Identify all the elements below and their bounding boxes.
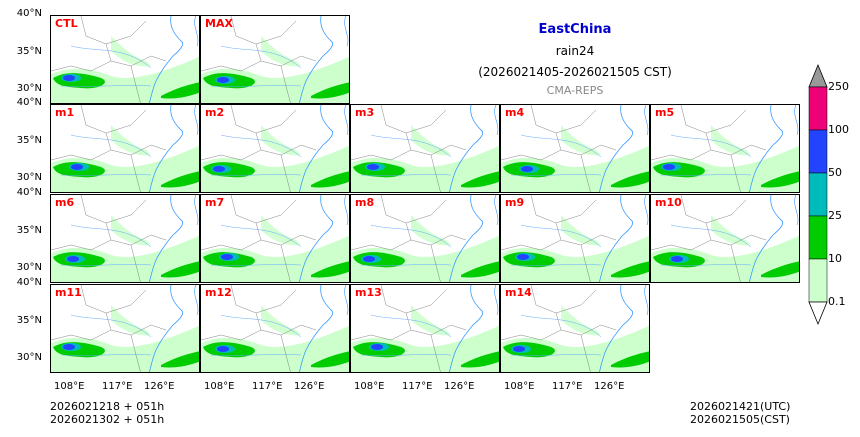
- lon-tick-label: 108°E: [204, 381, 235, 392]
- colorbar-segment: [808, 258, 828, 303]
- panel-m4: m4: [500, 104, 650, 193]
- lon-tick-label: 117°E: [402, 381, 433, 392]
- panel-m12: m12: [200, 284, 350, 373]
- rain-map: [51, 105, 199, 192]
- panel-label: m14: [505, 286, 532, 299]
- panel-label: m8: [355, 196, 375, 209]
- period-title: (2026021405-2026021505 CST): [478, 65, 672, 79]
- panel-m6: m6: [50, 194, 200, 283]
- rain-map: [651, 105, 799, 192]
- panel-label: m3: [355, 106, 375, 119]
- model-title: CMA-REPS: [546, 84, 604, 97]
- panel-label: m13: [355, 286, 382, 299]
- lat-tick-label: 30°N: [16, 352, 42, 363]
- panel-m1: m1: [50, 104, 200, 193]
- colorbar-tick-label: 50: [828, 166, 842, 179]
- panel-ctl: CTL: [50, 15, 200, 104]
- lon-tick-label: 108°E: [504, 381, 535, 392]
- panel-label: m12: [205, 286, 232, 299]
- lon-tick-label: 126°E: [294, 381, 325, 392]
- lat-tick-label: 35°N: [16, 46, 42, 57]
- panel-m9: m9: [500, 194, 650, 283]
- lon-tick-label: 126°E: [144, 381, 175, 392]
- colorbar-segment: [808, 86, 828, 131]
- rain-map: [51, 285, 199, 372]
- panel-m14: m14: [500, 284, 650, 373]
- lat-tick-label: 40°N: [16, 8, 42, 19]
- lat-tick-label: 35°N: [16, 315, 42, 326]
- colorbar-segment: [808, 172, 828, 217]
- lon-tick-label: 108°E: [54, 381, 85, 392]
- rain-map: [351, 285, 499, 372]
- panel-label: MAX: [205, 17, 233, 30]
- panel-m8: m8: [350, 194, 500, 283]
- colorbar-tick-label: 25: [828, 209, 842, 222]
- panel-label: m1: [55, 106, 75, 119]
- panel-m2: m2: [200, 104, 350, 193]
- panel-max: MAX: [200, 15, 350, 104]
- panel-m10: m10: [650, 194, 800, 283]
- lat-tick-label: 40°N: [16, 97, 42, 108]
- panel-label: CTL: [55, 17, 78, 30]
- region-title: EastChina: [538, 22, 612, 37]
- init-line-1: 2026021218 + 051h: [50, 400, 165, 413]
- rain-map: [51, 16, 199, 103]
- panel-m11: m11: [50, 284, 200, 373]
- lon-tick-label: 117°E: [552, 381, 583, 392]
- rain-map: [501, 285, 649, 372]
- panel-m3: m3: [350, 104, 500, 193]
- rain-map: [651, 195, 799, 282]
- rain-map: [351, 105, 499, 192]
- lon-tick-label: 117°E: [102, 381, 133, 392]
- colorbar-upper-extension: [808, 63, 828, 88]
- valid-cst: 2026021505(CST): [690, 413, 790, 426]
- panel-label: m5: [655, 106, 675, 119]
- panel-label: m9: [505, 196, 525, 209]
- variable-title: rain24: [555, 44, 595, 58]
- panel-label: m2: [205, 106, 225, 119]
- panel-label: m7: [205, 196, 225, 209]
- panel-label: m11: [55, 286, 82, 299]
- lat-tick-label: 35°N: [16, 135, 42, 146]
- lat-tick-label: 35°N: [16, 225, 42, 236]
- colorbar-tick-label: 100: [828, 123, 849, 136]
- rain-map: [351, 195, 499, 282]
- lon-tick-label: 108°E: [354, 381, 385, 392]
- lat-tick-label: 30°N: [16, 172, 42, 183]
- panel-label: m6: [55, 196, 75, 209]
- valid-time: 2026021421(UTC) 2026021505(CST): [690, 400, 790, 426]
- colorbar-lower-extension: [808, 301, 828, 326]
- valid-utc: 2026021421(UTC): [690, 400, 791, 413]
- colorbar-segment: [808, 129, 828, 174]
- rain-map: [501, 105, 649, 192]
- lat-tick-label: 30°N: [16, 83, 42, 94]
- colorbar-segment: [808, 215, 828, 260]
- panel-m5: m5: [650, 104, 800, 193]
- lon-tick-label: 117°E: [252, 381, 283, 392]
- colorbar-tick-label: 10: [828, 252, 842, 265]
- colorbar-tick-label: 250: [828, 80, 849, 93]
- colorbar-tick-label: 0.1: [828, 295, 846, 308]
- lon-tick-label: 126°E: [594, 381, 625, 392]
- rain-map: [201, 16, 349, 103]
- colorbar: [808, 63, 828, 326]
- rain-map: [501, 195, 649, 282]
- panel-label: m10: [655, 196, 682, 209]
- rain-map: [201, 105, 349, 192]
- init-time: 2026021218 + 051h 2026021302 + 051h: [50, 400, 164, 426]
- panel-label: m4: [505, 106, 525, 119]
- lon-tick-label: 126°E: [444, 381, 475, 392]
- rain-map: [201, 195, 349, 282]
- lat-tick-label: 40°N: [16, 187, 42, 198]
- rain-map: [201, 285, 349, 372]
- panel-m13: m13: [350, 284, 500, 373]
- lat-tick-label: 30°N: [16, 262, 42, 273]
- lat-tick-label: 40°N: [16, 277, 42, 288]
- rain-map: [51, 195, 199, 282]
- panel-m7: m7: [200, 194, 350, 283]
- init-line-2: 2026021302 + 051h: [50, 413, 165, 426]
